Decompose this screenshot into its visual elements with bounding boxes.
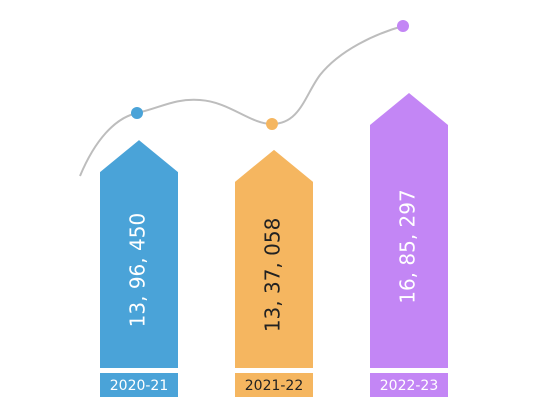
- trend-curve: [79, 25, 404, 177]
- curve-dot: [131, 107, 143, 119]
- arrow-bar: [370, 93, 448, 368]
- arrow-bar: [100, 140, 178, 368]
- category-box: [235, 373, 313, 397]
- category-box: [100, 373, 178, 397]
- category-box: [370, 373, 448, 397]
- category-label: 2021-22: [245, 378, 304, 394]
- arrow-bar: [235, 149, 313, 368]
- value-label: 13, 96, 450: [126, 213, 150, 328]
- value-label: 13, 37, 058: [261, 218, 285, 333]
- category-label: 2022-23: [380, 378, 439, 394]
- curve-dot: [266, 118, 278, 130]
- value-label: 16, 85, 297: [396, 189, 420, 304]
- curve-dot: [397, 20, 409, 32]
- category-label: 2020-21: [110, 378, 169, 394]
